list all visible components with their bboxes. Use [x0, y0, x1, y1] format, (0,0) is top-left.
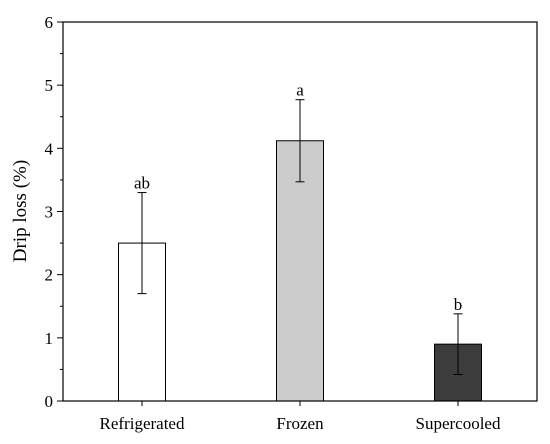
y-tick-label-5: 5	[45, 76, 54, 95]
y-tick-label-6: 6	[45, 13, 54, 32]
y-ticks-layer: 0 1 2 3 4 5 6	[45, 13, 63, 411]
significance-label-refrigerated: ab	[134, 174, 150, 193]
x-tick-label-refrigerated: Refrigerated	[100, 414, 185, 433]
significance-label-supercooled: b	[454, 295, 463, 314]
y-tick-label-0: 0	[45, 392, 54, 411]
x-tick-label-supercooled: Supercooled	[416, 414, 501, 433]
y-tick-label-4: 4	[45, 139, 54, 158]
x-categories-layer: Refrigerated Frozen Supercooled	[100, 401, 501, 433]
y-tick-label-2: 2	[45, 266, 54, 285]
y-axis-title: Drip loss (%)	[10, 160, 31, 262]
y-tick-label-1: 1	[45, 329, 54, 348]
bar-frozen	[276, 140, 324, 402]
x-tick-label-frozen: Frozen	[276, 414, 324, 433]
error-bars-layer	[137, 99, 463, 375]
significance-label-frozen: a	[296, 81, 304, 100]
y-tick-label-3: 3	[45, 203, 54, 222]
